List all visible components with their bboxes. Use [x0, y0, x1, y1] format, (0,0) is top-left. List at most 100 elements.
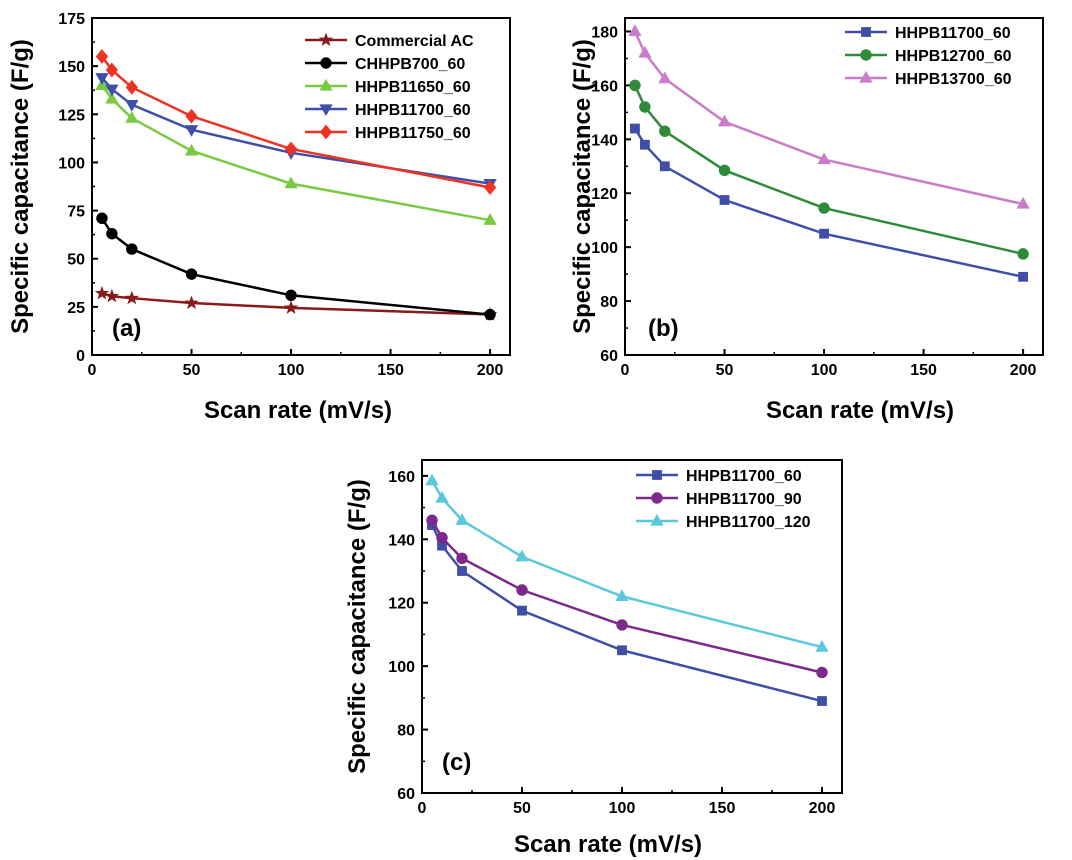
x-tick-label: 150	[377, 362, 404, 379]
y-tick-label: 120	[591, 186, 618, 203]
series-line	[100, 55, 491, 189]
legend-label: HHPB11700_90	[686, 491, 802, 508]
plot-frame	[421, 459, 843, 794]
data-point	[516, 584, 528, 596]
legend-marker	[861, 27, 871, 37]
data-point	[283, 300, 299, 314]
data-point	[819, 228, 829, 239]
x-tick-label: 50	[513, 800, 531, 817]
legend-marker	[320, 57, 332, 69]
y-tick-label: 50	[67, 252, 85, 269]
data-point	[457, 566, 467, 576]
y-tick-label: 100	[388, 659, 415, 676]
data-point	[184, 143, 199, 156]
data-point	[284, 176, 298, 189]
y-tick-label: 125	[58, 107, 85, 124]
legend-label: HHPB12700_60	[895, 48, 1012, 65]
data-point	[105, 84, 119, 97]
data-point	[816, 666, 828, 679]
x-tick-label: 50	[716, 362, 734, 379]
plot-frame	[624, 17, 1044, 356]
y-tick-label: 150	[58, 59, 85, 76]
legend-marker	[319, 124, 333, 140]
y-tick-label: 60	[600, 348, 618, 365]
data-point	[105, 91, 119, 104]
legend-label: HHPB11750_60	[355, 125, 471, 142]
legend-label: HHPB11700_60	[686, 468, 802, 485]
legend-entry: HHPB13700_60	[845, 70, 1012, 88]
x-axis-title: Scan rate (mV/s)	[514, 831, 702, 858]
data-point	[436, 531, 448, 544]
legend-marker	[652, 470, 662, 480]
series-Commercial AC	[94, 285, 498, 321]
x-tick-label: 100	[278, 362, 305, 379]
data-point	[817, 696, 827, 706]
data-point	[125, 100, 139, 112]
data-point	[616, 619, 628, 631]
chart-panel-b: 0 50 100 150 200 60 80 100 120 140 160 180 Scan rate…	[569, 17, 1044, 424]
data-point	[184, 125, 199, 137]
data-point	[435, 490, 449, 503]
legend-marker	[860, 49, 872, 61]
data-point	[638, 45, 652, 58]
data-point	[718, 164, 731, 177]
x-tick-label: 100	[609, 800, 636, 817]
legend-entry: CHHPB700_60	[305, 56, 465, 73]
data-point	[1016, 196, 1030, 209]
data-point	[105, 62, 119, 78]
data-point	[1017, 248, 1029, 260]
data-point	[517, 605, 527, 616]
series-HHPB11700_60	[630, 123, 1028, 282]
x-tick-label: 150	[709, 800, 736, 817]
y-tick-label: 80	[600, 294, 618, 311]
data-point	[284, 141, 298, 157]
data-point	[659, 125, 671, 137]
y-tick-label: 160	[591, 78, 618, 95]
y-tick-label: 80	[397, 723, 415, 740]
data-point	[639, 101, 651, 113]
data-point	[125, 79, 138, 95]
y-tick-label: 140	[591, 132, 618, 149]
legend-label: HHPB11700_60	[895, 25, 1011, 42]
y-axis-title: Specific capacitance (F/g)	[344, 479, 371, 774]
x-tick-label: 200	[809, 800, 836, 817]
data-point	[185, 268, 198, 280]
x-tick-label: 0	[621, 362, 630, 379]
legend-label: HHPB11700_60	[355, 102, 471, 119]
y-tick-label: 0	[76, 348, 85, 365]
data-point	[95, 73, 109, 85]
data-point	[94, 285, 110, 300]
data-point	[104, 288, 120, 303]
data-point	[426, 514, 438, 526]
y-tick-label: 160	[388, 469, 415, 486]
data-point	[515, 549, 529, 562]
legend-marker	[318, 32, 334, 47]
legend-entry: HHPB11700_120	[636, 513, 811, 531]
x-tick-label: 200	[1010, 362, 1037, 379]
panel-label: (b)	[648, 315, 679, 342]
legend-entry: HHPB11700_90	[636, 491, 802, 508]
legend-label: Commercial AC	[355, 33, 474, 50]
data-point	[285, 289, 297, 302]
series-line	[430, 524, 823, 703]
legend-entry: HHPB11650_60	[305, 78, 471, 96]
series-HHPB11750_60	[95, 49, 497, 195]
legend-entry: Commercial AC	[305, 32, 474, 50]
x-tick-label: 0	[88, 362, 97, 379]
legend-marker	[651, 492, 663, 504]
data-point	[126, 243, 138, 255]
series-HHPB11700_60	[427, 520, 827, 706]
panel-label: (c)	[442, 749, 471, 776]
data-point	[659, 161, 670, 172]
x-tick-label: 100	[811, 362, 838, 379]
data-point	[185, 108, 198, 124]
series-HHPB11700_90	[426, 514, 828, 679]
data-point	[719, 195, 730, 205]
y-tick-label: 100	[591, 240, 618, 257]
legend-entry: HHPB11700_60	[305, 102, 471, 119]
series-CHHPB700_60	[96, 212, 496, 321]
data-point	[483, 213, 497, 225]
y-tick-label: 60	[397, 786, 415, 803]
legend-label: HHPB11650_60	[355, 79, 471, 96]
